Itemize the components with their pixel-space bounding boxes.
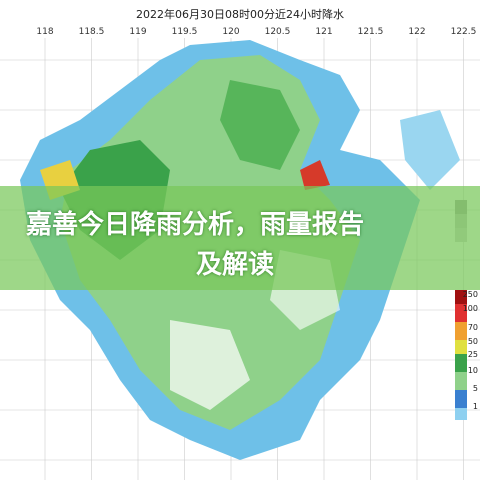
longitude-label: 120 bbox=[222, 27, 239, 37]
rain-field bbox=[20, 40, 460, 460]
legend-label: 5 bbox=[473, 384, 478, 393]
longitude-label: 118.5 bbox=[79, 27, 105, 37]
longitude-label: 122.5 bbox=[451, 27, 477, 37]
legend-label: 50 bbox=[468, 337, 478, 346]
legend-label: 250 bbox=[463, 290, 478, 299]
longitude-label: 121.5 bbox=[358, 27, 384, 37]
legend-label: 25 bbox=[468, 350, 478, 359]
map-title: 2022年06月30日08时00分近24小时降水 bbox=[136, 7, 344, 21]
banner-title: 嘉善今日降雨分析，雨量报告 bbox=[26, 210, 365, 240]
longitude-label: 119.5 bbox=[172, 27, 198, 37]
banner bbox=[0, 186, 480, 290]
banner-title: 及解读 bbox=[196, 250, 275, 280]
longitude-label: 122 bbox=[408, 27, 425, 37]
legend-label: 100 bbox=[463, 304, 478, 313]
longitude-label: 118 bbox=[36, 27, 53, 37]
legend-label: 70 bbox=[468, 323, 478, 332]
longitude-label: 119 bbox=[129, 27, 146, 37]
longitude-label: 120.5 bbox=[265, 27, 291, 37]
legend-label: 10 bbox=[468, 366, 478, 375]
legend-label: 1 bbox=[473, 402, 478, 411]
legend-labels: 250 100 70 50 25 10 5 1 bbox=[463, 290, 478, 411]
longitude-label: 121 bbox=[315, 27, 332, 37]
